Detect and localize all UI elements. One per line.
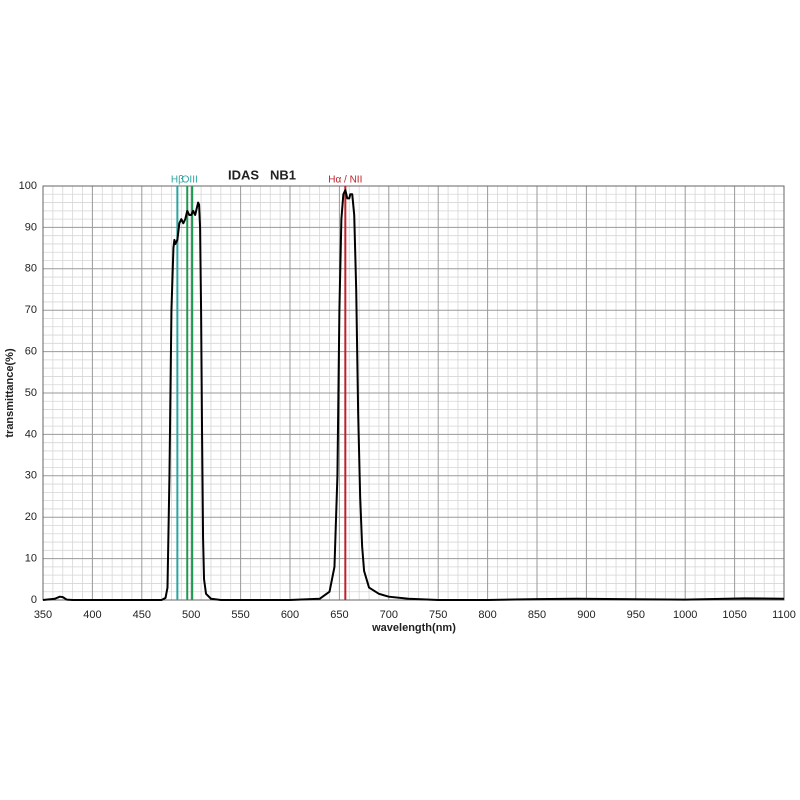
y-tick-label: 70 — [25, 304, 37, 316]
y-tick-label: 40 — [25, 428, 37, 440]
annotation-label: Hα / NII — [328, 175, 362, 186]
y-tick-label: 0 — [31, 594, 37, 606]
data-line — [42, 189, 785, 601]
y-axis-title: transmittance(%) — [4, 348, 16, 438]
x-tick-label: 350 — [34, 609, 52, 621]
y-tick-label: 100 — [19, 180, 37, 192]
x-tick-label: 400 — [83, 609, 101, 621]
x-tick-label: 850 — [528, 609, 546, 621]
x-tick-label: 1000 — [673, 609, 697, 621]
annotation-label: Hβ — [171, 175, 184, 186]
annotation-label: OIII — [182, 175, 198, 186]
y-tick-label: 20 — [25, 511, 37, 523]
x-tick-label: 1050 — [722, 609, 746, 621]
x-tick-label: 800 — [478, 609, 496, 621]
y-tick-label: 10 — [25, 553, 37, 565]
x-tick-label: 700 — [380, 609, 398, 621]
x-tick-label: 1100 — [772, 609, 796, 621]
chart-title: IDAS NB1 — [228, 167, 296, 182]
y-tick-label: 30 — [25, 470, 37, 482]
x-tick-label: 950 — [627, 609, 645, 621]
y-tick-label: 90 — [25, 221, 37, 233]
x-tick-label: 500 — [182, 609, 200, 621]
x-tick-label: 650 — [330, 609, 348, 621]
x-tick-label: 900 — [577, 609, 595, 621]
y-tick-label: 80 — [25, 263, 37, 275]
x-axis-title: wavelength(nm) — [371, 622, 456, 634]
y-tick-label: 60 — [25, 346, 37, 358]
y-tick-label: 50 — [25, 387, 37, 399]
x-tick-label: 750 — [429, 609, 447, 621]
plot-border — [42, 185, 785, 601]
x-tick-label: 550 — [231, 609, 249, 621]
x-tick-label: 450 — [133, 609, 151, 621]
x-tick-label: 600 — [281, 609, 299, 621]
